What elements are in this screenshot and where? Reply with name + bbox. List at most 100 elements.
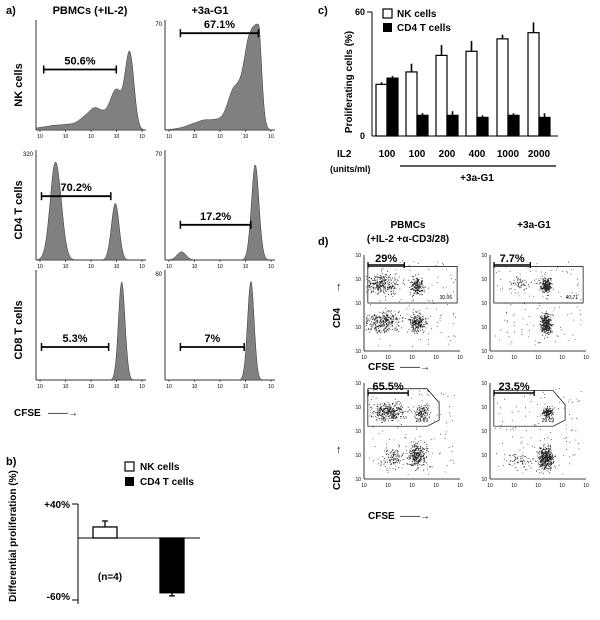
panel-c-legend-swatch-cd4 [383, 23, 392, 32]
x-tick-label: 1000 [497, 149, 520, 160]
dotplot-xtick-label: 10 [559, 355, 565, 361]
histogram-xtick-label: 10 [139, 134, 145, 140]
panel-d-row-cd4: CD4 [332, 308, 343, 328]
panel-a-header-3ag1: +3a-G1 [192, 5, 229, 17]
panel-c-legend-nk: NK cells [397, 9, 437, 20]
histogram-xtick-label: 10 [37, 134, 43, 140]
histogram-cell-r1c0: 320 10 10 10 10 10 70.2% [23, 150, 146, 270]
histogram-cell-r2c0: 10 10 10 10 10 5.3% [36, 270, 146, 390]
dotplot-xtick-label: 10 [385, 483, 391, 489]
dotplot-ytick-label: 10 [355, 381, 361, 387]
dotplot-gate [368, 389, 439, 426]
dotplot-ytick-label: 10 [481, 277, 487, 283]
histogram-area [36, 162, 146, 260]
bar-nk-cells [436, 55, 447, 136]
gate-percentage: 7% [204, 333, 220, 345]
histogram-xtick-label: 10 [114, 264, 120, 270]
bar-cd4-t-cells [447, 115, 458, 136]
bar-cd4-t-cells [417, 115, 428, 136]
histogram-xtick-label: 10 [139, 264, 145, 270]
dotplot-percentage: 7.7% [500, 253, 525, 265]
panel-c-ytick-label-top: 60 [355, 7, 365, 17]
panel-b: b) Differential proliferation (%) +40% -… [6, 456, 200, 604]
dotplot-ytick-label: 10 [355, 301, 361, 307]
histogram-ymax-label: 70 [155, 152, 162, 158]
x-tick-label: 200 [439, 149, 456, 160]
histogram-xtick-label: 10 [37, 264, 43, 270]
dotplot-ytick-label: 10 [355, 453, 361, 459]
panel-b-bars [93, 521, 184, 596]
bar-cd4-t-cells [539, 117, 550, 136]
panel-c-x-title: IL2 [337, 149, 352, 160]
histogram-xtick-label: 10 [63, 384, 69, 390]
histogram-xtick-label: 10 [166, 384, 172, 390]
panel-d-row-cd8: CD8 [332, 470, 343, 490]
dotplot-ytick-label: 10 [481, 349, 487, 355]
dotplot-xtick-label: 10 [535, 355, 541, 361]
histogram-xtick-label: 10 [88, 134, 94, 140]
panel-a-xaxis-arrow: ——→ [48, 408, 78, 419]
dotplot-cell-r0c1: 1010101010101010101040.717.7% [481, 253, 589, 361]
histogram-xtick-label: 10 [166, 264, 172, 270]
dotplot-events [369, 389, 455, 475]
dotplot-xtick-label: 10 [361, 483, 367, 489]
dotplot-gate-value: 29.19 [542, 418, 555, 424]
histogram-ymax-label: 70 [155, 22, 162, 28]
dotplot-ytick-label: 10 [355, 349, 361, 355]
panel-b-ytick-label-top: +40% [44, 500, 70, 511]
histogram-xtick-label: 10 [63, 264, 69, 270]
panel-d-xaxis-arrow-top: ——→ [400, 362, 430, 373]
histogram-xtick-label: 10 [114, 134, 120, 140]
dotplot-xtick-label: 10 [361, 355, 367, 361]
dotplot-ytick-label: 10 [355, 277, 361, 283]
panel-a-xaxis-label: CFSE [14, 408, 41, 419]
gate-percentage: 17.2% [200, 211, 231, 223]
panel-c: c) Proliferating cells (%) 60 0 100 100 20… [318, 5, 558, 184]
bar-nk-cells [93, 527, 117, 538]
histogram-cell-r1c1: 70 10 10 10 10 10 17.2% [155, 150, 275, 270]
dotplot-percentage: 23.5% [498, 381, 529, 393]
panel-b-legend-swatch-cd4 [125, 477, 134, 486]
dotplot-gate [494, 391, 565, 427]
panel-b-ytick-label-bottom: -60% [47, 592, 70, 603]
histogram-xtick-label: 10 [139, 384, 145, 390]
panel-d-label: d) [318, 236, 329, 248]
dotplot-ytick-label: 10 [481, 477, 487, 483]
histogram-xtick-label: 10 [37, 384, 43, 390]
bar-cd4-t-cells [477, 117, 488, 136]
panel-a: a) PBMCs (+IL-2) +3a-G1 NK cells CD4 T c… [6, 5, 275, 419]
panel-d-cd4-up-arrow: ↑ [336, 281, 342, 293]
dotplot-events [495, 262, 582, 346]
bar-nk-cells [376, 84, 387, 136]
dotplot-xtick-label: 10 [511, 483, 517, 489]
gate-percentage: 50.6% [64, 56, 95, 68]
panel-d-header-conditions: (+IL-2 +α-CD3/28) [367, 234, 449, 245]
histogram-xtick-label: 10 [243, 134, 249, 140]
panel-c-legend-swatch-nk [383, 9, 392, 18]
panel-c-ytick-label-bottom: 0 [360, 131, 365, 141]
dotplot-xtick-label: 10 [511, 355, 517, 361]
histogram-xtick-label: 10 [88, 264, 94, 270]
dotplot-xtick-label: 10 [409, 355, 415, 361]
bar-nk-cells [497, 39, 508, 136]
panel-d-xaxis-label-top: CFSE [368, 362, 395, 373]
dotplot-ytick-label: 10 [481, 325, 487, 331]
histogram-xtick-label: 10 [243, 384, 249, 390]
dotplot-xtick-label: 10 [433, 483, 439, 489]
dotplot-xtick-label: 10 [559, 483, 565, 489]
histogram-ymax-label: 320 [23, 152, 34, 158]
dotplot-ytick-label: 10 [355, 253, 361, 259]
histogram-area [165, 281, 275, 380]
panel-c-x-units: (units/ml) [330, 164, 371, 174]
bar-cd4-t-cells [160, 538, 184, 593]
dotplot-ytick-label: 10 [355, 405, 361, 411]
dotplot-ytick-label: 10 [355, 477, 361, 483]
panel-c-group-label: +3a-G1 [460, 173, 494, 184]
gate-percentage: 70.2% [61, 182, 92, 194]
bar-cd4-t-cells [387, 78, 398, 136]
dotplot-ytick-label: 10 [481, 453, 487, 459]
histogram-cell-r0c0: 10 10 10 10 1050.6% [36, 20, 146, 140]
panel-a-row-nk: NK cells [13, 63, 25, 106]
